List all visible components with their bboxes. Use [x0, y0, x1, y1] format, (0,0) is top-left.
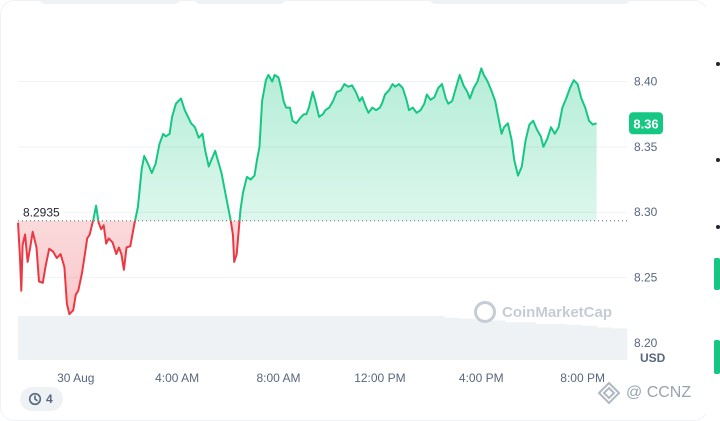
volume-bar: [413, 316, 430, 360]
top-pill[interactable]: [40, 0, 180, 4]
volume-bar: [307, 316, 323, 360]
volume-bar: [139, 316, 156, 360]
volume-bar: [337, 316, 354, 360]
volume-bar: [596, 327, 613, 360]
volume-bar: [322, 316, 339, 360]
volume-bar: [368, 316, 384, 360]
volume-bar: [581, 325, 597, 360]
volume-bar: [63, 316, 80, 360]
top-pill[interactable]: [195, 0, 285, 4]
volume-bar: [109, 316, 125, 360]
source-logo-icon: [597, 381, 621, 405]
volume-bar: [18, 316, 34, 360]
volume-bar: [444, 317, 460, 360]
y-tick-label: 8.30: [634, 205, 658, 219]
volume-bar: [474, 319, 491, 360]
volume-bar: [276, 316, 293, 360]
x-tick-label: 12:00 PM: [354, 371, 405, 385]
volume-bar: [535, 323, 552, 360]
source-watermark-text: @ CCNZ: [626, 384, 692, 401]
volume-bar: [215, 316, 232, 360]
volume-bar: [505, 322, 521, 360]
volume-bar: [292, 316, 308, 360]
y-tick-label: 8.20: [634, 336, 658, 350]
y-tick-label: 8.35: [634, 140, 658, 154]
volume-bar: [200, 316, 217, 360]
volume-bar: [94, 316, 110, 360]
volume-bar: [48, 316, 65, 360]
x-tick-label: 8:00 AM: [257, 371, 301, 385]
volume-bar: [78, 316, 95, 360]
history-count: 4: [46, 392, 53, 406]
volume-bar: [489, 320, 506, 360]
x-tick-label: 4:00 PM: [459, 371, 504, 385]
price-line-down: [17, 220, 241, 316]
volume-bar: [246, 316, 262, 360]
y-tick-label: 8.40: [634, 74, 658, 88]
volume-bar: [352, 316, 369, 360]
y-tick-label: 8.25: [634, 271, 658, 285]
coinmarketcap-wordmark: CoinMarketCap: [502, 303, 613, 321]
history-icon: [28, 392, 42, 406]
volume-bar: [566, 324, 582, 360]
open-price-label: 8.2935: [23, 206, 60, 220]
price-area-up: [18, 68, 597, 221]
price-area-down: [18, 220, 240, 315]
coinmarketcap-watermark: CoinMarketCap: [474, 301, 612, 323]
volume-bar: [261, 316, 278, 360]
volume-bar: [398, 316, 415, 360]
volume-bar: [459, 318, 476, 360]
x-tick-label: 30 Aug: [57, 371, 94, 385]
volume-bar: [185, 316, 202, 360]
volume-bar: [550, 323, 567, 360]
volume-bar: [33, 316, 49, 360]
volume-bar: [124, 316, 141, 360]
x-tick-label: 8:00 PM: [560, 371, 605, 385]
right-edge-panel: [706, 0, 720, 421]
top-pill[interactable]: [430, 0, 630, 4]
current-price-badge: [629, 112, 663, 135]
x-tick-label: 4:00 AM: [155, 371, 199, 385]
coinmarketcap-logo-icon: [474, 301, 496, 323]
volume-bar: [429, 316, 445, 360]
volume-bar: [155, 316, 171, 360]
price-line-up: [92, 67, 597, 221]
volume-bar: [520, 322, 537, 360]
currency-label: USD: [640, 351, 666, 365]
open-price-label-bg: [18, 203, 64, 220]
volume-bar: [170, 316, 186, 360]
volume-bar: [611, 328, 628, 360]
volume-bar: [383, 316, 400, 360]
source-watermark: @ CCNZ: [596, 380, 691, 406]
history-badge[interactable]: 4: [20, 387, 63, 411]
current-price-value: 8.36: [633, 116, 658, 131]
volume-bar: [231, 316, 247, 360]
